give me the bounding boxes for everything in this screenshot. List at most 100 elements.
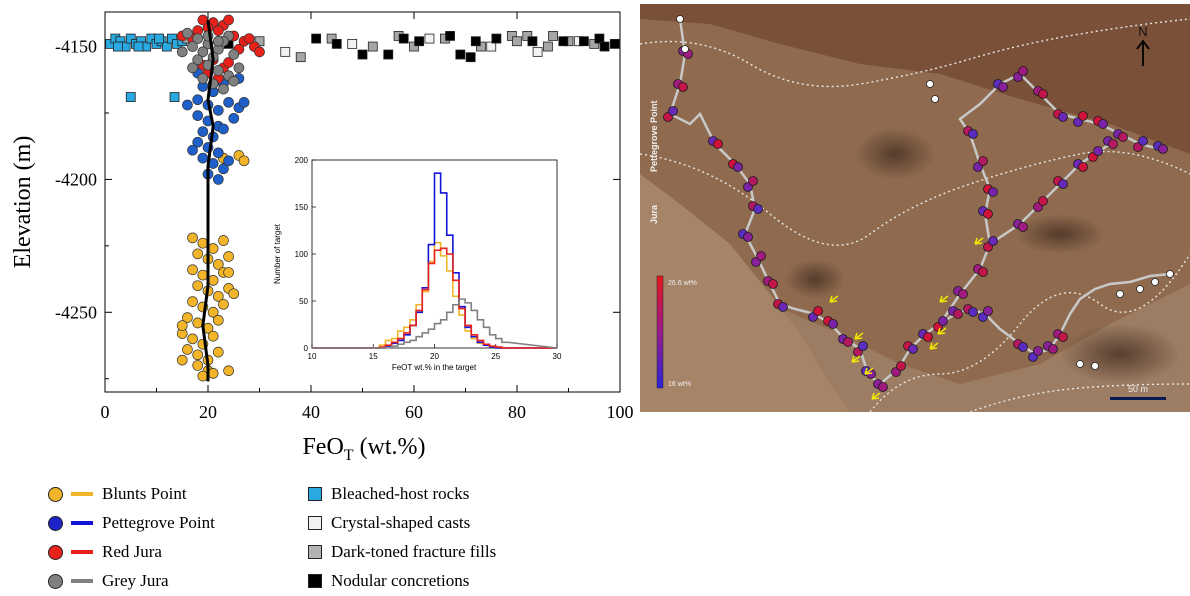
square-marker: [527, 36, 538, 47]
sample-dot-white: [926, 80, 934, 88]
data-point: [182, 312, 193, 323]
sample-dot: [1058, 112, 1068, 122]
sample-dot: [1098, 119, 1108, 129]
legend-item-crystal-shaped-casts: Crystal-shaped casts: [308, 512, 470, 533]
data-point: [212, 259, 224, 270]
data-point: [187, 144, 198, 156]
square-marker: [169, 92, 180, 102]
sample-dot: [1018, 222, 1028, 232]
legend-dot: [48, 486, 63, 502]
data-point: [228, 75, 240, 87]
data-point: [218, 163, 229, 175]
scale-label: 50 m: [1128, 384, 1148, 394]
sample-dot: [753, 204, 763, 214]
data-point: [192, 110, 204, 121]
colorbar-max-label: 26.6 wt%: [668, 280, 697, 287]
sample-dot: [998, 82, 1008, 92]
color-scale-bar: 26.6 wt% 16 wt%: [656, 275, 697, 389]
square-marker: [326, 33, 337, 44]
data-point: [192, 349, 204, 361]
data-point: [218, 123, 229, 135]
legend: Blunts Point Pettegrove Point Red Jura G…: [48, 483, 608, 593]
inset-x-tick-label: 10: [308, 352, 317, 361]
data-point: [228, 49, 240, 60]
sample-dot: [713, 139, 723, 149]
data-point: [197, 370, 209, 382]
square-marker: [609, 38, 620, 49]
scatter-plot: 0 20 40 60 80 100-4150-4200-4250 Elevation (m…: [10, 11, 634, 464]
data-point: [223, 57, 234, 68]
inset-tick-labels: 10 15 20 25 30 0 50 100 150 200: [295, 156, 562, 361]
sample-dot-white: [1151, 278, 1159, 286]
data-point: [207, 275, 219, 286]
data-point: [228, 288, 240, 300]
sample-dot: [1018, 342, 1028, 352]
legend-label: Pettegrove Point: [102, 513, 215, 533]
sample-dot: [1093, 146, 1103, 156]
sample-dot-white: [681, 45, 689, 53]
square-marker: [599, 41, 610, 52]
legend-item-pettegrove-point: Pettegrove Point: [48, 512, 215, 533]
square-marker: [154, 33, 164, 44]
jura-terrain: [640, 174, 850, 412]
data-point: [197, 269, 209, 281]
colorbar-min-label: 16 wt%: [668, 381, 691, 388]
contact-line-middle: [640, 150, 1190, 246]
data-point: [212, 25, 224, 36]
legend-label: Grey Jura: [102, 571, 169, 591]
rover-traverse: [668, 18, 1171, 386]
data-point: [228, 112, 240, 124]
data-point: [187, 333, 198, 345]
square-marker: [167, 33, 177, 44]
sample-dot: [878, 382, 888, 392]
dark-depression: [855, 128, 935, 180]
x-axis-title: FeOT (wt.%): [302, 434, 425, 464]
square-marker: [383, 49, 394, 60]
sample-dot: [938, 316, 948, 326]
square-marker: [414, 36, 425, 47]
inset-x-axis-title: FeOT wt.% in the target: [392, 363, 477, 372]
legend-line: [71, 492, 93, 497]
legend-square: [308, 545, 322, 560]
tick-labels: 0 20 40 60 80 100-4150-4200-4250: [55, 37, 634, 422]
north-label: N: [1138, 24, 1147, 39]
y-tick-label: -4250: [55, 302, 97, 322]
data-point: [187, 232, 198, 244]
square-marker: [589, 38, 600, 49]
legend-item-red-jura: Red Jura: [48, 541, 162, 562]
legend-line: [71, 550, 93, 555]
data-point: [207, 330, 219, 342]
map-image: N Pettegrove Point Jura 26.6 wt% 16 wt% …: [640, 4, 1190, 412]
sample-dot: [768, 279, 778, 289]
legend-label: Red Jura: [102, 542, 162, 562]
legend-square: [308, 574, 322, 589]
label-pettegrove-point: Pettegrove Point: [649, 100, 659, 172]
data-point: [243, 33, 255, 44]
sample-dot: [1138, 136, 1148, 146]
sample-dot: [978, 156, 988, 166]
inset-y-axis-title: Number of target: [273, 223, 282, 284]
data-point: [192, 54, 204, 66]
north-arrow: N: [1136, 24, 1150, 66]
legend-label: Dark-toned fracture fills: [331, 542, 497, 562]
feo-elevation-chart: 0 20 40 60 80 100 -4150 -4200 -4250 Elevation (m…: [0, 0, 640, 470]
data-point: [223, 96, 234, 108]
inset-x-tick-label: 25: [491, 352, 500, 361]
y-tick-label: -4200: [55, 169, 97, 189]
data-point: [254, 46, 265, 58]
legend-item-grey-jura: Grey Jura: [48, 570, 169, 591]
yellow-arrow: [929, 342, 939, 350]
data-point: [176, 320, 188, 331]
sample-dot: [1038, 196, 1048, 206]
sample-dot: [756, 251, 766, 261]
sample-dot: [953, 309, 963, 319]
sample-dot: [743, 232, 753, 242]
yellow-arrow: [864, 367, 874, 375]
data-point: [212, 346, 224, 358]
square-marker: [112, 41, 123, 52]
square-marker: [398, 33, 409, 44]
sample-dot: [988, 236, 998, 246]
x-tick-label: 100: [607, 402, 634, 422]
square-marker: [125, 33, 136, 44]
